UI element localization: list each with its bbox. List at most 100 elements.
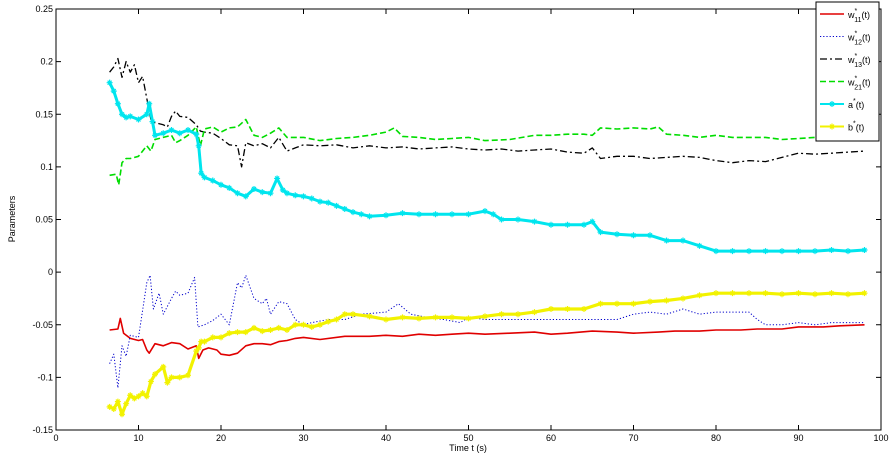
- data-point-a: [176, 130, 183, 137]
- data-point-b: [176, 374, 183, 381]
- data-point-a: [531, 218, 538, 225]
- data-point-b: [498, 311, 505, 318]
- data-point-a: [399, 210, 406, 217]
- data-point-b: [515, 311, 521, 318]
- y-tick-label: 0.25: [35, 4, 53, 14]
- data-point-b: [779, 291, 785, 298]
- data-point-a: [119, 111, 125, 118]
- data-point-b: [308, 323, 315, 330]
- y-axis-title: Parameters: [7, 195, 17, 242]
- data-point-a: [152, 132, 158, 139]
- legend-box: [815, 1, 880, 142]
- data-point-a: [515, 216, 521, 223]
- data-point-b: [729, 290, 736, 297]
- data-point-b: [597, 300, 604, 307]
- data-point-b: [399, 314, 406, 321]
- legend-label-a: a*(t): [848, 98, 864, 110]
- data-point-a: [416, 211, 422, 218]
- data-point-a: [267, 190, 274, 197]
- data-point-b: [292, 321, 299, 328]
- legend-label-sub: 21: [854, 85, 862, 92]
- data-point-b: [317, 321, 323, 328]
- legend-label-suffix: (t): [862, 55, 871, 65]
- data-point-b: [131, 395, 138, 402]
- data-point-b: [861, 290, 868, 297]
- legend-label-suffix: (t): [862, 78, 871, 88]
- data-point-a: [308, 195, 315, 202]
- data-point-b: [209, 334, 216, 341]
- data-point-b: [127, 392, 134, 399]
- data-point-a: [333, 202, 340, 209]
- data-point-b: [164, 379, 171, 386]
- x-tick-label: 40: [381, 433, 391, 443]
- data-point-a: [198, 170, 205, 177]
- data-point-a: [564, 221, 571, 228]
- data-point-b: [449, 314, 455, 321]
- plot-area: [55, 8, 882, 431]
- data-point-a: [242, 193, 249, 200]
- data-point-a: [135, 116, 142, 123]
- legend: w* 11(t)w* 12(t)w* 13(t)w* 21(t)a*(t)b*(t): [815, 1, 880, 142]
- data-point-a: [812, 248, 818, 255]
- legend-label-sup: *: [853, 98, 856, 105]
- series-line-b: [108, 291, 865, 416]
- data-point-a: [143, 111, 150, 118]
- y-tick-label: 0.2: [40, 57, 53, 67]
- data-point-a: [284, 190, 290, 197]
- data-point-b: [143, 393, 150, 400]
- series-layer: [106, 57, 868, 418]
- data-point-a: [146, 100, 153, 107]
- data-point-a: [729, 248, 736, 255]
- data-point-b: [647, 298, 653, 305]
- data-point-b: [110, 405, 117, 412]
- legend-label-sub: 11: [854, 17, 861, 24]
- data-point-b: [680, 295, 686, 302]
- data-point-a: [498, 216, 505, 223]
- data-point-b: [201, 338, 208, 345]
- data-point-a: [366, 213, 373, 220]
- data-point-b: [284, 327, 290, 334]
- data-point-b: [114, 398, 121, 405]
- data-point-b: [531, 309, 538, 316]
- data-point-b: [147, 378, 154, 385]
- data-point-b: [341, 311, 348, 318]
- data-point-a: [209, 177, 216, 184]
- data-point-a: [383, 212, 389, 219]
- x-tick-label: 70: [628, 433, 638, 443]
- data-point-b: [123, 400, 130, 407]
- data-point-a: [195, 142, 202, 149]
- data-point-b: [482, 313, 488, 320]
- y-tick-label: 0.1: [40, 162, 53, 172]
- data-point-b: [581, 305, 587, 312]
- data-point-b: [366, 313, 373, 320]
- data-point-b: [812, 291, 818, 298]
- legend-label-sup: *: [855, 76, 858, 83]
- data-point-b: [432, 314, 439, 321]
- x-tick-label: 80: [711, 433, 721, 443]
- legend-label-suffix: (t): [856, 100, 865, 110]
- data-point-a: [581, 221, 587, 228]
- data-point-a: [106, 79, 113, 86]
- data-point-a: [845, 248, 851, 255]
- data-point-b: [713, 290, 719, 297]
- data-point-b: [218, 334, 224, 341]
- legend-label-base: b: [848, 123, 853, 133]
- x-tick-label: 90: [793, 433, 803, 443]
- data-point-a: [185, 127, 191, 134]
- data-point-a: [358, 211, 365, 218]
- x-tick-label: 60: [546, 433, 556, 443]
- data-point-b: [696, 292, 703, 299]
- data-point-a: [300, 193, 307, 200]
- data-point-b: [160, 363, 167, 370]
- data-point-a: [680, 237, 686, 244]
- data-point-a: [274, 175, 281, 182]
- legend-label-base: w: [847, 55, 855, 65]
- legend-marker-a: [829, 101, 835, 107]
- data-point-a: [779, 248, 785, 255]
- legend-label-suffix: (t): [862, 10, 871, 20]
- series-line-w12: [109, 274, 865, 389]
- data-point-a: [482, 208, 488, 215]
- data-point-b: [135, 393, 142, 400]
- data-point-b: [193, 348, 200, 355]
